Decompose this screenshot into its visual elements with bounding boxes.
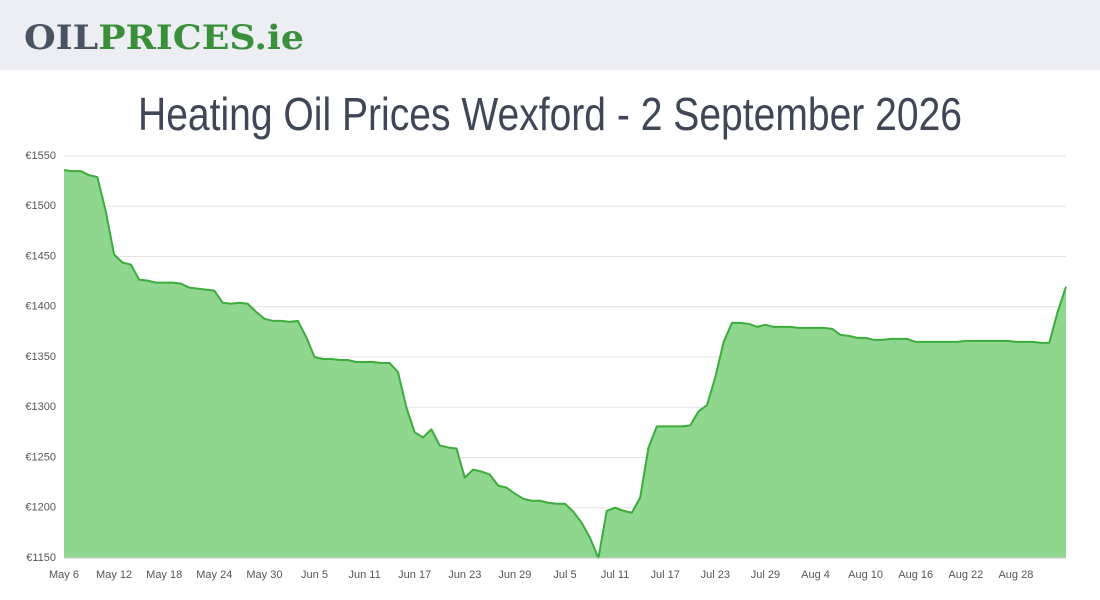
y-tick-label: €1550 [25, 150, 56, 162]
x-tick-label: Jul 11 [601, 569, 630, 581]
x-tick-label: May 6 [49, 569, 79, 581]
y-tick-label: €1150 [26, 552, 56, 564]
x-tick-label: Jul 5 [553, 569, 576, 581]
logo[interactable]: OIL PRICES .ie [24, 18, 304, 58]
y-tick-label: €1400 [25, 301, 56, 313]
x-tick-label: Jun 5 [301, 569, 328, 581]
logo-part: OIL [24, 18, 98, 58]
x-tick-label: Aug 22 [948, 569, 983, 581]
x-tick-label: Jun 11 [348, 569, 380, 581]
header-bar [0, 0, 1100, 70]
x-tick-label: May 24 [196, 569, 232, 581]
x-tick-label: Aug 28 [998, 569, 1033, 581]
chart-title: Heating Oil Prices Wexford - 2 September… [138, 88, 962, 140]
x-tick-label: May 12 [96, 569, 132, 581]
x-tick-label: Aug 10 [848, 569, 883, 581]
y-tick-label: €1500 [25, 200, 56, 212]
x-tick-label: Jun 29 [498, 569, 531, 581]
x-tick-label: Aug 4 [801, 569, 830, 581]
x-tick-label: May 18 [146, 569, 182, 581]
area-line [63, 169, 1067, 559]
x-tick-label: Jun 17 [398, 569, 431, 581]
y-tick-label: €1350 [25, 351, 56, 363]
y-tick-label: €1200 [25, 502, 56, 514]
y-tick-label: €1250 [25, 451, 56, 463]
logo-part: .ie [254, 18, 304, 58]
y-tick-label: €1450 [25, 250, 56, 262]
y-tick-label: €1300 [25, 401, 56, 413]
x-tick-label: Jun 23 [448, 569, 481, 581]
x-tick-label: Jul 29 [751, 569, 780, 581]
x-tick-label: Jul 23 [701, 569, 730, 581]
x-tick-label: Jul 17 [651, 569, 680, 581]
x-tick-label: Aug 16 [898, 569, 933, 581]
x-tick-label: May 30 [246, 569, 282, 581]
area-fill [64, 170, 1066, 558]
logo-part: PRICES [98, 18, 254, 58]
